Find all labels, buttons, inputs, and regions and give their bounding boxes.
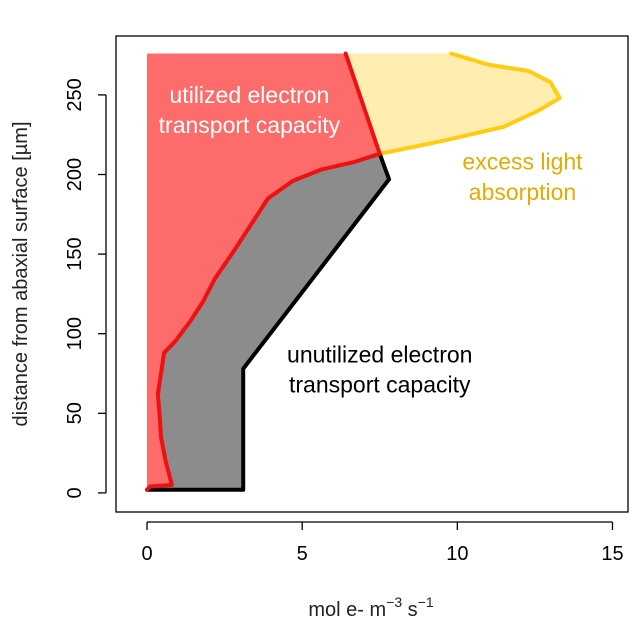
plot-area [145, 51, 562, 492]
y-axis: 0 50 100 150 200 250 [64, 78, 107, 498]
unutilized-line [145, 151, 392, 492]
y-tick-label: 150 [64, 237, 86, 270]
plot-frame [115, 35, 629, 513]
y-tick-label: 100 [64, 317, 86, 350]
annotation-label: utilized electron [170, 82, 330, 108]
annotation-label: excess light [462, 149, 583, 175]
y-tick-label: 0 [64, 487, 86, 498]
x-tick-label: 5 [297, 543, 308, 565]
y-tick-label: 250 [64, 78, 86, 111]
annotation-label: unutilized electron [287, 341, 472, 367]
annotation-label: absorption [469, 179, 576, 205]
x-axis: 0 5 10 15 [141, 521, 624, 565]
excess-light-region [345, 53, 560, 154]
utilized-line [145, 51, 382, 492]
excess-light-line [377, 51, 562, 156]
y-axis-title: distance from abaxial surface [µm] [10, 122, 32, 427]
y-tick-label: 200 [64, 158, 86, 191]
unutilized-region [147, 153, 390, 490]
x-tick-label: 10 [446, 543, 468, 565]
x-tick-label: 0 [141, 543, 152, 565]
x-axis-title: mol e- m−3 s−1 [308, 594, 434, 621]
annotations: utilized electron transport capacity exces… [159, 82, 584, 398]
utilized-region [147, 53, 380, 490]
x-tick-label: 15 [601, 543, 623, 565]
y-tick-label: 50 [64, 402, 86, 424]
annotation-label: transport capacity [159, 112, 341, 138]
annotation-label: transport capacity [289, 372, 471, 398]
